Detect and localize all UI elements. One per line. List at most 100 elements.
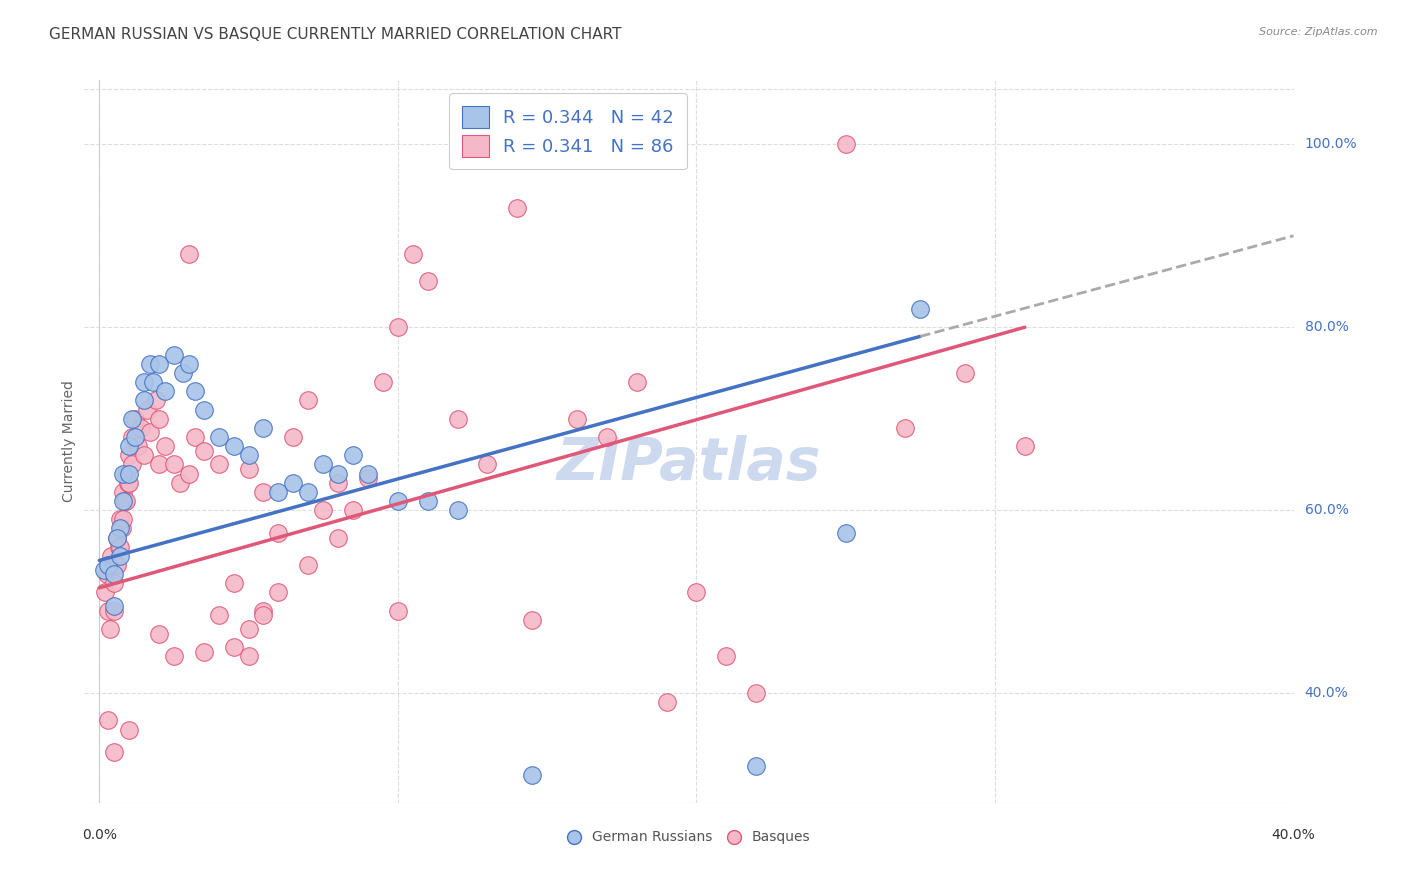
Point (163, 649, 186, 664)
Point (112, 467, 135, 481)
Point (148, 626, 170, 640)
Point (357, 467, 380, 481)
Point (103, 576, 125, 591)
Point (910, 301, 932, 316)
Point (177, 357, 200, 371)
Text: 0.0%: 0.0% (82, 828, 117, 842)
Point (193, 402, 215, 417)
Point (115, 494, 138, 508)
Point (894, 421, 917, 435)
Point (145, 393, 167, 408)
Point (238, 649, 260, 664)
Point (745, 686, 768, 700)
Point (169, 475, 191, 490)
Point (238, 448, 260, 462)
Point (267, 526, 290, 541)
Point (127, 439, 149, 453)
Point (834, 526, 856, 541)
Point (177, 247, 200, 261)
Point (100, 549, 122, 563)
Legend: German Russians, Basques: German Russians, Basques (562, 825, 815, 850)
Point (716, 649, 738, 664)
Point (222, 439, 245, 453)
Point (446, 503, 468, 517)
Point (267, 484, 290, 499)
Text: 80.0%: 80.0% (1305, 320, 1348, 334)
Point (1014, 439, 1036, 453)
Point (416, 494, 439, 508)
Text: 60.0%: 60.0% (1305, 503, 1348, 517)
Point (446, 411, 468, 425)
Point (565, 411, 588, 425)
Point (184, 430, 207, 444)
Point (357, 471, 380, 485)
Point (252, 484, 274, 499)
Point (326, 531, 349, 545)
Point (98, 622, 121, 636)
Point (108, 540, 131, 554)
Point (596, 430, 619, 444)
Point (238, 622, 260, 636)
Point (103, 604, 125, 618)
Point (387, 320, 409, 334)
Point (121, 458, 143, 472)
Point (117, 475, 139, 490)
Point (124, 430, 146, 444)
Point (153, 439, 176, 453)
Text: 40.0%: 40.0% (1271, 828, 1316, 842)
Point (139, 425, 162, 440)
Point (312, 503, 335, 517)
Point (222, 640, 245, 655)
Point (685, 585, 707, 599)
Point (112, 512, 135, 526)
Point (104, 558, 127, 572)
Point (297, 393, 319, 408)
Point (208, 458, 231, 472)
Point (94, 585, 117, 599)
Point (118, 448, 141, 462)
Point (371, 375, 394, 389)
Point (297, 558, 319, 572)
Point (172, 366, 194, 380)
Point (107, 540, 129, 554)
Text: GERMAN RUSSIAN VS BASQUE CURRENTLY MARRIED CORRELATION CHART: GERMAN RUSSIAN VS BASQUE CURRENTLY MARRI… (49, 27, 621, 42)
Point (148, 458, 170, 472)
Point (626, 375, 648, 389)
Point (139, 357, 162, 371)
Point (112, 494, 135, 508)
Point (177, 467, 200, 481)
Point (208, 608, 231, 623)
Point (103, 746, 125, 760)
Point (121, 430, 143, 444)
Point (111, 521, 134, 535)
Point (108, 549, 131, 563)
Point (655, 695, 678, 709)
Point (108, 512, 131, 526)
Point (252, 604, 274, 618)
Point (118, 723, 141, 737)
Point (283, 475, 305, 490)
Point (184, 384, 207, 399)
Point (252, 421, 274, 435)
Point (477, 458, 499, 472)
Point (193, 645, 215, 659)
Point (114, 494, 136, 508)
Point (132, 375, 155, 389)
Point (163, 458, 186, 472)
Point (834, 137, 856, 152)
Point (112, 484, 135, 499)
Point (522, 613, 544, 627)
Text: Source: ZipAtlas.com: Source: ZipAtlas.com (1260, 27, 1378, 37)
Point (105, 531, 128, 545)
Point (163, 348, 186, 362)
Point (953, 366, 976, 380)
Point (283, 430, 305, 444)
Point (105, 558, 128, 572)
Point (136, 402, 159, 417)
Point (222, 576, 245, 591)
Point (312, 458, 335, 472)
Point (208, 430, 231, 444)
Point (506, 202, 529, 216)
Point (326, 475, 349, 490)
Point (267, 585, 290, 599)
